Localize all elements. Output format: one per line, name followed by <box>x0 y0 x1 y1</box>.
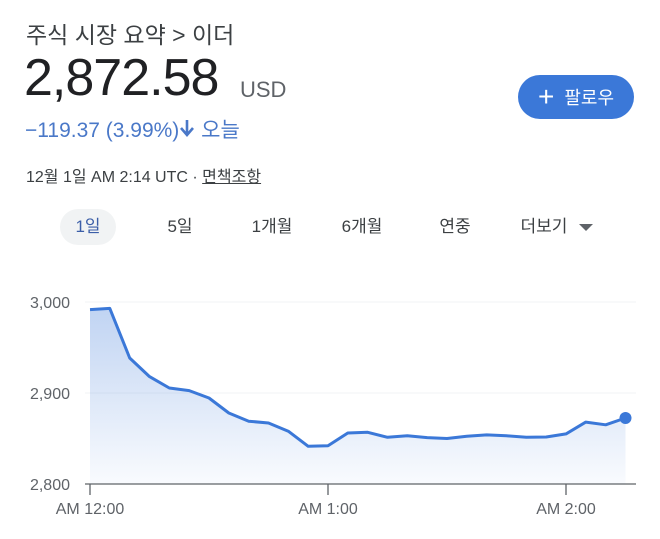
timestamp-text: 12월 1일 AM 2:14 UTC · <box>26 169 203 186</box>
tab-ytd[interactable]: 연중 <box>439 217 471 236</box>
disclaimer-link[interactable]: 면책조항 <box>202 169 262 186</box>
x-tick-label: AM 12:00 <box>56 501 125 518</box>
y-tick-label: 3,000 <box>30 295 70 312</box>
y-tick-label: 2,800 <box>30 477 70 494</box>
tab-more-label: 더보기 <box>520 217 568 236</box>
y-tick-label: 2,900 <box>30 386 70 403</box>
currency-label: USD <box>240 77 287 102</box>
change-period: 오늘 <box>201 119 240 142</box>
arrow-down-icon <box>179 119 195 143</box>
chart-area-fill <box>90 308 626 484</box>
tab-1day[interactable]: 1일 <box>60 209 116 245</box>
tab-more[interactable]: 더보기 <box>512 209 602 245</box>
current-price-marker[interactable] <box>619 411 632 424</box>
change-value: −119.37 (3.99%) <box>25 119 180 142</box>
chart-price-line <box>89 306 626 448</box>
tab-6month[interactable]: 6개월 <box>341 217 383 236</box>
price-chart[interactable]: 3,000 2,900 2,800 AM 12:00 AM 1:00 AM 2:00 <box>0 280 660 539</box>
price-change: −119.37 (3.99%) 오늘 <box>25 114 240 144</box>
x-tick-label: AM 2:00 <box>536 501 596 518</box>
breadcrumb[interactable]: 주식 시장 요약 > 이더 <box>26 22 235 48</box>
tab-5day[interactable]: 5일 <box>167 217 193 236</box>
follow-label: 팔로우 <box>564 88 615 108</box>
tab-1month[interactable]: 1개월 <box>251 217 293 236</box>
follow-button[interactable]: + 팔로우 <box>518 75 634 119</box>
plus-icon: + <box>537 81 555 112</box>
current-price: 2,872.58 <box>24 49 219 107</box>
dropdown-caret-icon <box>579 224 594 232</box>
x-tick-label: AM 1:00 <box>298 501 358 518</box>
timestamp: 12월 1일 AM 2:14 UTC · 면책조항 <box>26 163 261 187</box>
